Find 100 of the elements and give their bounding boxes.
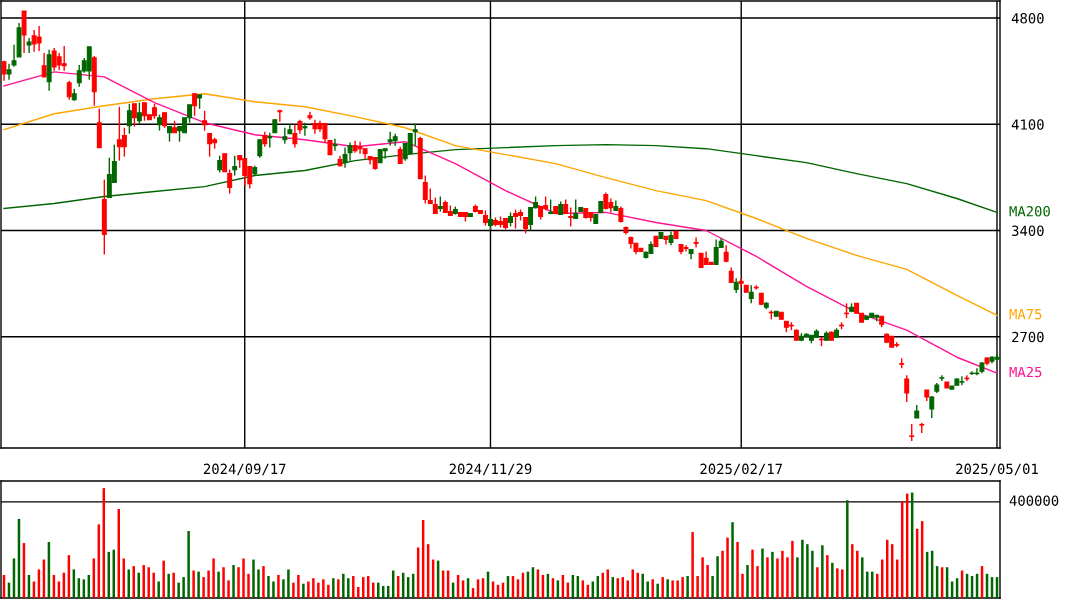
bar (142, 565, 145, 598)
x-tick-label: 2025/02/17 (700, 463, 782, 476)
bar (671, 580, 674, 598)
bar (686, 576, 689, 598)
bar (322, 579, 325, 598)
candlestick (282, 127, 288, 145)
bar (781, 550, 784, 598)
bar (262, 566, 265, 598)
candlestick (66, 80, 72, 101)
bar (177, 582, 180, 598)
bar (197, 571, 200, 598)
bar (337, 579, 340, 598)
bar (182, 577, 185, 598)
bar (352, 576, 355, 598)
bar (347, 578, 350, 598)
candlestick (277, 108, 283, 123)
bar (711, 576, 714, 598)
bar (846, 500, 849, 598)
candlestick (61, 45, 67, 72)
bar (816, 567, 819, 598)
bar (716, 556, 719, 598)
y-tick-label: 4100 (1011, 119, 1044, 130)
bar (292, 582, 295, 598)
bar (701, 557, 704, 598)
bar (302, 583, 305, 598)
bar (332, 578, 335, 598)
candlestick (292, 124, 298, 149)
bar (651, 579, 654, 598)
bar (372, 582, 375, 598)
candlestick (21, 10, 27, 54)
bar (821, 545, 824, 598)
bar (826, 555, 829, 598)
bar (766, 557, 769, 598)
bar (761, 548, 764, 598)
bar (362, 577, 365, 598)
bar (756, 566, 759, 598)
bar (212, 558, 215, 598)
bar (856, 550, 859, 598)
bar (646, 581, 649, 598)
bar (147, 567, 150, 598)
bar (132, 566, 135, 598)
candlestick (131, 103, 137, 128)
bar (252, 559, 255, 598)
bar (242, 558, 245, 598)
bar (192, 570, 195, 598)
candlestick (36, 25, 42, 52)
candlestick (86, 46, 92, 81)
candlestick (332, 137, 338, 152)
candlestick (412, 122, 418, 147)
bar (741, 573, 744, 598)
candlestick (136, 101, 142, 125)
series-label: MA75 (1009, 309, 1042, 320)
bar (871, 571, 874, 598)
candlestick (192, 93, 198, 117)
bar (137, 572, 140, 598)
bar (227, 580, 230, 598)
series-label: MA25 (1009, 366, 1042, 378)
candlestick (302, 122, 308, 137)
candlestick (748, 284, 754, 305)
bar (267, 576, 270, 598)
candlestick (904, 374, 910, 403)
bar (157, 581, 160, 598)
candlestick (207, 132, 213, 158)
y-tick-label: 4800 (1011, 13, 1044, 24)
bar (806, 544, 809, 598)
bar (721, 550, 724, 598)
bar (706, 565, 709, 598)
bar (172, 572, 175, 598)
bar (636, 572, 639, 598)
candlestick (26, 37, 32, 54)
y-tick-label: 2700 (1012, 331, 1044, 343)
bar (207, 570, 210, 598)
bar (317, 582, 320, 598)
bar (626, 580, 629, 598)
line-series (3, 93, 998, 317)
x-tick-label: 2025/05/01 (956, 463, 1038, 476)
bar (851, 544, 854, 598)
bar (217, 571, 220, 598)
bar (152, 572, 155, 598)
candlestick (126, 103, 132, 135)
candlestick (568, 206, 574, 228)
bar (162, 560, 165, 598)
bar (237, 567, 240, 598)
bar (791, 540, 794, 598)
bar (277, 574, 280, 598)
candlestick (573, 198, 579, 220)
candlestick (202, 110, 208, 132)
bar (327, 584, 330, 598)
text: 400000 (1009, 495, 1059, 506)
bar (726, 537, 729, 598)
candlestick (513, 208, 519, 230)
bar (187, 530, 190, 598)
candlestick (307, 110, 313, 121)
bar (691, 532, 694, 598)
bar (746, 565, 749, 598)
bar (307, 581, 310, 598)
bar (801, 539, 804, 598)
bar (232, 565, 235, 598)
bar (247, 573, 250, 598)
bar (641, 573, 644, 598)
